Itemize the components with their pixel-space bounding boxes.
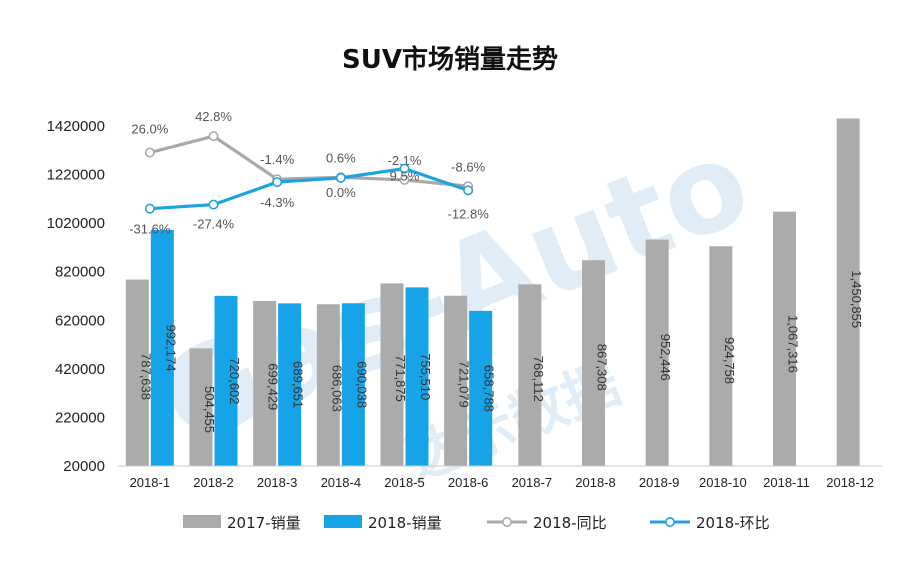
y-axis: 1420000 1220000 1020000 820000 620000 420000 2… (47, 118, 105, 475)
yoy-label: 42.8% (195, 109, 232, 124)
bar-2018 (405, 287, 429, 466)
yoy-label: -2.1% (388, 153, 422, 168)
y-tick-label: 1420000 (47, 118, 105, 135)
bar-2018 (278, 303, 302, 466)
bar-2018 (341, 303, 365, 466)
bars (125, 118, 860, 466)
x-tick-label: 2018-2 (193, 475, 233, 490)
legend-item: 2018-同比 (487, 514, 607, 532)
y-tick-label: 820000 (55, 264, 105, 281)
x-tick-label: 2018-12 (826, 475, 874, 490)
mom-point (463, 185, 474, 196)
bar-2018-value-label: 658,788 (482, 365, 497, 412)
mom-label: 9.5% (390, 169, 420, 184)
lines: 26.0% 42.8% -1.4% 0.6% -2.1% -8.6% -31.6% -27.4… (129, 109, 489, 237)
bar-value-labels: 787,638 504,455 699,429 686,063 771,875 721,0… (138, 270, 864, 433)
bar-2018-value-label: 720,602 (227, 357, 242, 404)
mom-label: -27.4% (193, 217, 235, 232)
bar-2018-value-label: 689,651 (291, 361, 306, 408)
x-tick-label: 2018-6 (448, 475, 488, 490)
chart-title: SUV市场销量走势 (342, 44, 558, 75)
mom-point (144, 203, 155, 214)
mom-point (399, 163, 410, 174)
y-tick-label: 1020000 (47, 215, 105, 232)
yoy-label: -8.6% (451, 159, 485, 174)
mom-label: 0.0% (326, 185, 356, 200)
mom-point (335, 172, 346, 183)
bar-2017 (645, 239, 669, 466)
yoy-label: 26.0% (131, 122, 168, 137)
x-tick-label: 2018-4 (321, 475, 361, 490)
bar-2017-value-label: 686,063 (329, 365, 344, 412)
bar-2017-value-label: 771,875 (393, 355, 408, 402)
bar-2017 (709, 246, 733, 466)
legend: 2017-销量 2018-销量 2018-同比 2018-环比 (183, 514, 770, 532)
x-tick-label: 2018-11 (763, 475, 810, 490)
legend-label: 2017-销量 (227, 514, 301, 532)
x-tick-label: 2018-9 (639, 475, 679, 490)
bar-2017 (836, 118, 860, 466)
yoy-label: -1.4% (260, 152, 294, 167)
legend-label: 2018-销量 (368, 514, 442, 532)
bar-2017-value-label: 924,758 (722, 337, 737, 384)
x-axis: 2018-1 2018-2 2018-3 2018-4 2018-5 2018-6 2018… (130, 475, 874, 490)
bar-2017-value-label: 504,455 (202, 386, 217, 433)
mom-point (272, 177, 283, 188)
x-tick-label: 2018-8 (575, 475, 615, 490)
yoy-line (149, 134, 469, 188)
bar-2017-value-label: 721,079 (457, 361, 472, 408)
bar-2017 (582, 260, 605, 466)
yoy-label: 0.6% (326, 150, 356, 165)
bar-2017 (189, 348, 213, 466)
x-tick-label: 2018-3 (257, 475, 297, 490)
mom-line (149, 167, 469, 211)
legend-marker (664, 516, 675, 527)
mom-label: -4.3% (260, 195, 294, 210)
bar-2017 (518, 284, 542, 466)
legend-marker (501, 516, 512, 527)
bar-2017-value-label: 952,446 (658, 334, 673, 381)
legend-label: 2018-环比 (696, 514, 770, 532)
bar-2017-value-label: 768,112 (531, 356, 546, 402)
mom-point (208, 199, 219, 210)
y-tick-label: 420000 (55, 361, 105, 378)
bar-2018-value-label: 755,510 (418, 353, 433, 400)
y-tick-label: 220000 (55, 409, 105, 426)
legend-item: 2018-环比 (650, 514, 770, 532)
yoy-point (144, 147, 155, 158)
bar-2018 (214, 295, 238, 466)
mom-label: -12.8% (448, 206, 490, 221)
bar-2017 (316, 304, 340, 466)
bar-2017-value-label: 867,308 (595, 344, 610, 391)
y-tick-label: 620000 (55, 312, 105, 329)
legend-item: 2017-销量 (183, 514, 301, 532)
bar-2017-value-label: 699,429 (266, 363, 281, 410)
mom-label: -31.6% (129, 222, 171, 237)
bar-2017-value-label: 1,067,316 (786, 315, 801, 373)
bar-2017 (444, 295, 468, 466)
x-tick-label: 2018-5 (384, 475, 424, 490)
bar-2017 (773, 211, 796, 466)
yoy-point (208, 131, 219, 142)
legend-swatch (324, 515, 362, 528)
y-tick-label: 1220000 (47, 167, 105, 184)
bar-2018-value-label: 992,174 (163, 324, 178, 371)
bar-2017-value-label: 787,638 (138, 353, 153, 400)
bar-2017-value-label: 1,450,855 (849, 270, 864, 328)
bar-2017 (253, 300, 277, 466)
bar-2018 (150, 229, 174, 466)
legend-swatch (183, 515, 221, 528)
yoy-point (399, 174, 410, 185)
x-tick-label: 2018-1 (130, 475, 170, 490)
y-tick-label: 20000 (63, 458, 105, 475)
bar-2017 (125, 279, 149, 466)
legend-item: 2018-销量 (324, 514, 442, 532)
bar-2018-value-label: 690,038 (354, 361, 369, 408)
bar-2017 (380, 283, 404, 466)
legend-label: 2018-同比 (533, 514, 607, 532)
bar-2018 (469, 310, 493, 466)
x-tick-label: 2018-7 (512, 475, 552, 490)
x-tick-label: 2018-10 (699, 475, 747, 490)
